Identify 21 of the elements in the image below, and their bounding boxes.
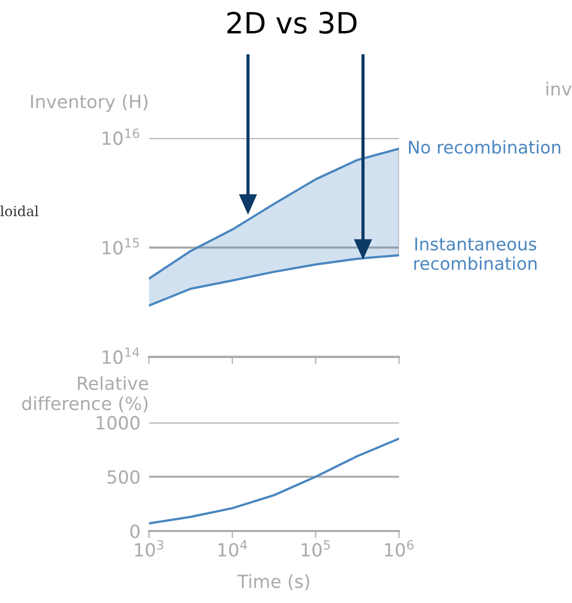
- y-axis-title: Relative difference (%): [22, 376, 148, 412]
- y-tick-label: 500: [108, 470, 140, 484]
- y-tick-label: 1000: [96, 416, 140, 430]
- y-tick-label: 10$^{15}$: [102, 238, 139, 255]
- x-tick-label: 10$^{4}$: [218, 540, 247, 557]
- series-label: No recombination: [409, 140, 560, 154]
- series-label: Instantaneous recombination: [414, 238, 537, 270]
- x-tick-label: 10$^{3}$: [135, 540, 164, 557]
- x-tick-label: 10$^{5}$: [302, 540, 330, 557]
- x-axis-title: Time (s): [237, 574, 310, 590]
- y-tick-label: 0: [130, 524, 140, 538]
- line-series: [149, 254, 399, 307]
- y-tick-label: 10$^{14}$: [102, 348, 140, 364]
- chart-title: 2D vs 3D: [227, 12, 357, 34]
- y-axis-title: Inventory (H): [31, 94, 148, 112]
- text: inv: [546, 82, 572, 96]
- y-tick-label: 10$^{16}$: [102, 128, 140, 146]
- x-tick-label: 10$^{6}$: [385, 540, 414, 557]
- line-series: [149, 438, 399, 525]
- text: loidal: [0, 206, 38, 216]
- line-series: [149, 148, 399, 280]
